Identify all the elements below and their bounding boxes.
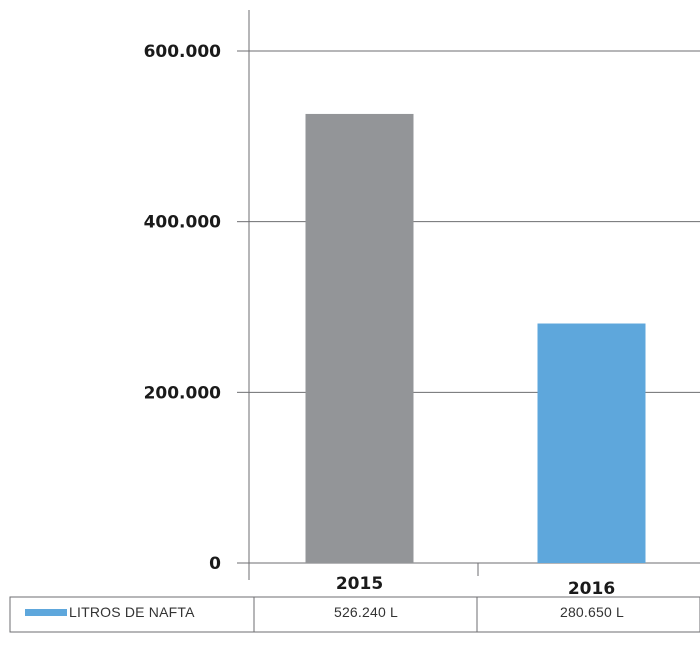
- bars: [305, 113, 646, 563]
- table-border: [9, 596, 700, 633]
- y-tick-label: 200.000: [144, 383, 222, 403]
- y-tick-label: 400.000: [144, 213, 222, 233]
- legend-label: LITROS DE NAFTA: [69, 604, 195, 620]
- data-table: LITROS DE NAFTA 526.240 L 280.650 L: [9, 596, 700, 633]
- x-category-labels: 2015 2016: [336, 574, 615, 599]
- value-cell-2016: 280.650 L: [560, 604, 624, 620]
- legend-swatch: [25, 609, 67, 616]
- x-category-label-2015: 2015: [336, 574, 383, 594]
- value-cell-2015: 526.240 L: [334, 604, 398, 620]
- bar-2015: [305, 113, 414, 563]
- y-tick-labels: 0 200.000 400.000 600.000: [144, 42, 222, 574]
- y-tick-label: 600.000: [144, 42, 222, 62]
- y-tick-label: 0: [209, 554, 221, 574]
- bar-2016: [537, 323, 646, 563]
- x-category-label-2016: 2016: [568, 579, 615, 599]
